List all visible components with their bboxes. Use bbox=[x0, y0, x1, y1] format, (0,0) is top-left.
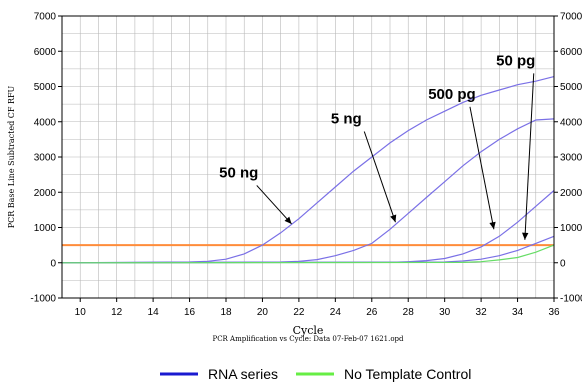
x-tick-label: 22 bbox=[293, 307, 305, 318]
y-tick-label-right: 1000 bbox=[560, 223, 582, 234]
x-tick-label: 20 bbox=[257, 307, 269, 318]
y-tick-label-right: 5000 bbox=[560, 82, 582, 93]
legend: RNA series No Template Control bbox=[160, 366, 471, 382]
y-tick-label: -1000 bbox=[30, 294, 56, 305]
x-tick-label: 30 bbox=[439, 307, 451, 318]
y-tick-label-right: 6000 bbox=[560, 47, 582, 58]
y-tick-label-right: -1000 bbox=[560, 294, 582, 305]
y-tick-label-right: 4000 bbox=[560, 117, 582, 128]
x-tick-label: 12 bbox=[111, 307, 123, 318]
annotation-arrowhead bbox=[489, 221, 496, 230]
x-tick-label: 14 bbox=[148, 307, 160, 318]
y-tick-label: 5000 bbox=[34, 82, 57, 93]
annotation-arrow bbox=[469, 106, 495, 230]
annotation-arrowhead bbox=[390, 214, 397, 223]
annotation-arrow bbox=[363, 131, 396, 223]
y-tick-label: 1000 bbox=[34, 223, 57, 234]
y-tick-label: 4000 bbox=[34, 117, 57, 128]
legend-label: No Template Control bbox=[344, 366, 471, 382]
legend-label: RNA series bbox=[208, 366, 278, 382]
x-tick-label: 32 bbox=[476, 307, 488, 318]
y-tick-label-right: 0 bbox=[560, 258, 566, 269]
annotation-arrowhead bbox=[522, 232, 529, 240]
x-tick-label: 16 bbox=[184, 307, 196, 318]
x-tick-label: 26 bbox=[366, 307, 378, 318]
series-line-50-ng bbox=[61, 76, 555, 264]
y-tick-label: 3000 bbox=[34, 153, 57, 164]
annotation-label: 500 pg bbox=[428, 86, 476, 103]
y-tick-label: 6000 bbox=[34, 47, 57, 58]
y-tick-label: 7000 bbox=[34, 12, 57, 23]
y-tick-label-right: 2000 bbox=[560, 188, 582, 199]
y-tick-label: 2000 bbox=[34, 188, 57, 199]
ticks-layer: -1000 -1000 0 0 1000 1000 2000 2000 3000 3000 4000… bbox=[30, 12, 582, 319]
y-tick-label-right: 7000 bbox=[560, 12, 582, 23]
annotation-arrow bbox=[256, 185, 292, 225]
x-tick-label: 10 bbox=[75, 307, 87, 318]
annotation-arrow bbox=[524, 73, 535, 240]
y-axis-label: PCR Base Line Subtracted CF RFU bbox=[7, 85, 16, 228]
x-tick-label: 24 bbox=[330, 307, 342, 318]
x-tick-label: 34 bbox=[512, 307, 524, 318]
annotation-label: 50 pg bbox=[496, 52, 535, 69]
y-tick-label: 0 bbox=[50, 258, 56, 269]
x-tick-label: 18 bbox=[220, 307, 232, 318]
series-line-5-ng bbox=[61, 118, 555, 264]
x-tick-label: 28 bbox=[403, 307, 415, 318]
series-layer bbox=[61, 76, 555, 264]
x-tick-label: 36 bbox=[548, 307, 560, 318]
annotation-arrowhead bbox=[284, 216, 292, 224]
x-axis-label: Cycle bbox=[293, 324, 324, 337]
series-line-no-template-control bbox=[61, 244, 555, 264]
annotation-label: 5 ng bbox=[331, 111, 362, 128]
chart-caption: PCR Amplification vs Cycle: Data 07-Feb-… bbox=[212, 335, 404, 343]
annotations-layer: 50 ng 5 ng 500 pg 50 pg bbox=[219, 52, 535, 240]
y-tick-label-right: 3000 bbox=[560, 153, 582, 164]
annotation-label: 50 ng bbox=[219, 164, 258, 181]
